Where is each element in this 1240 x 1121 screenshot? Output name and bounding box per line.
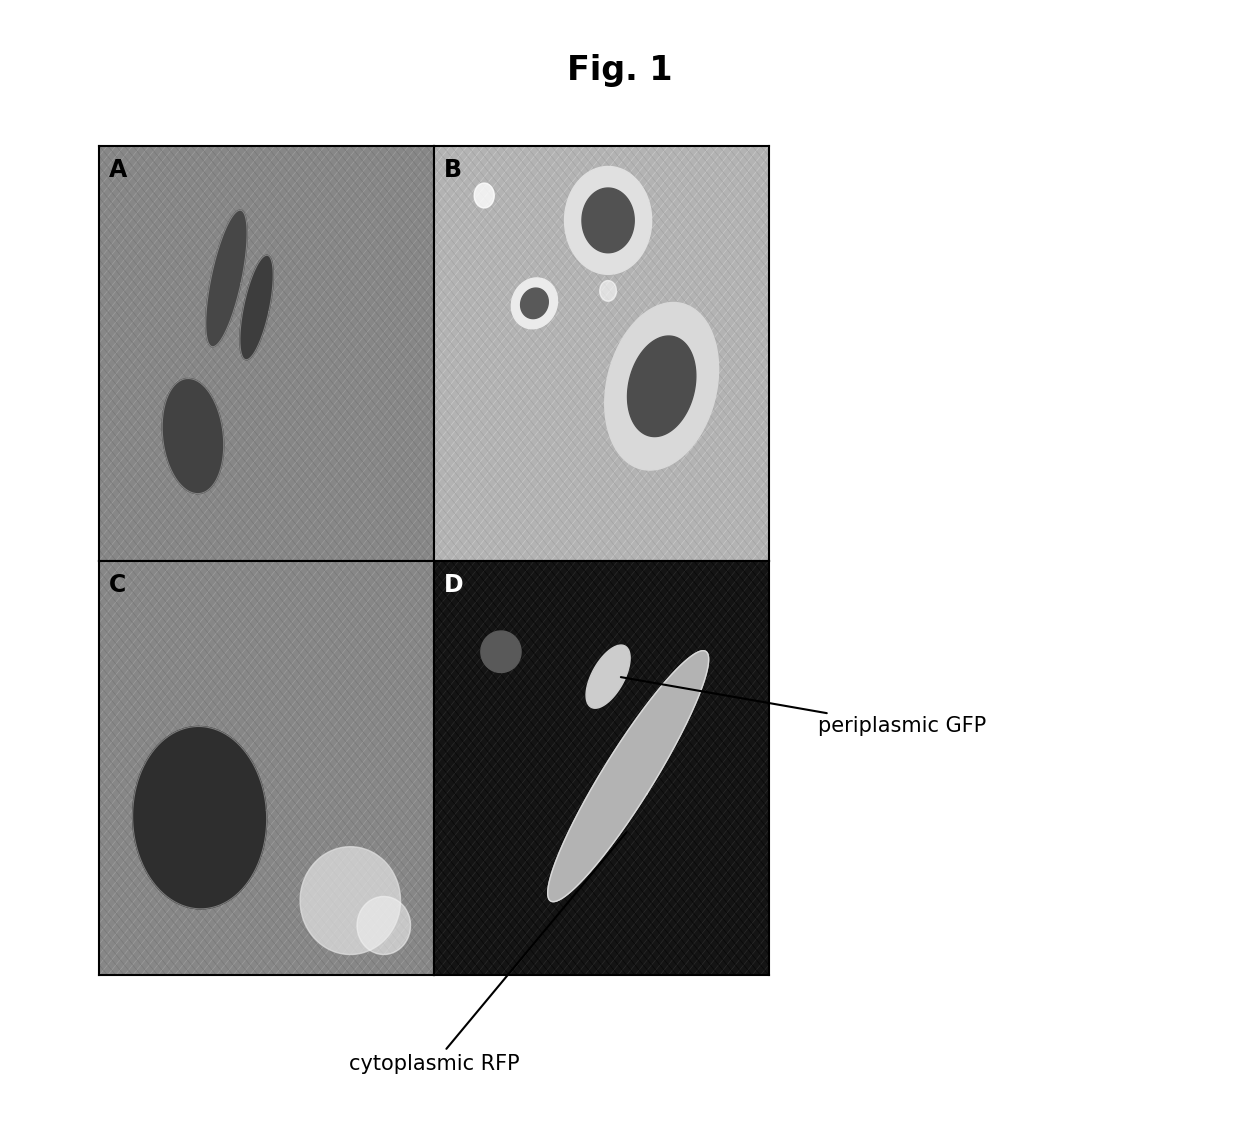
Text: periplasmic GFP: periplasmic GFP [621,677,987,736]
Polygon shape [474,183,495,207]
Polygon shape [587,645,630,708]
Polygon shape [133,726,267,909]
Polygon shape [206,210,247,346]
Polygon shape [627,336,696,436]
Polygon shape [582,188,634,252]
Text: Fig. 1: Fig. 1 [567,54,673,86]
Polygon shape [162,379,223,493]
Polygon shape [548,650,708,901]
Text: B: B [444,158,463,183]
Polygon shape [481,631,521,673]
Polygon shape [511,278,558,328]
Text: A: A [109,158,128,183]
Polygon shape [605,303,718,470]
Polygon shape [600,280,616,302]
Text: C: C [109,573,126,597]
Polygon shape [300,846,401,954]
Polygon shape [521,288,548,318]
Polygon shape [357,897,410,954]
Polygon shape [239,256,273,360]
Text: D: D [444,573,464,597]
Polygon shape [564,167,652,275]
Text: cytoplasmic RFP: cytoplasmic RFP [348,832,626,1074]
